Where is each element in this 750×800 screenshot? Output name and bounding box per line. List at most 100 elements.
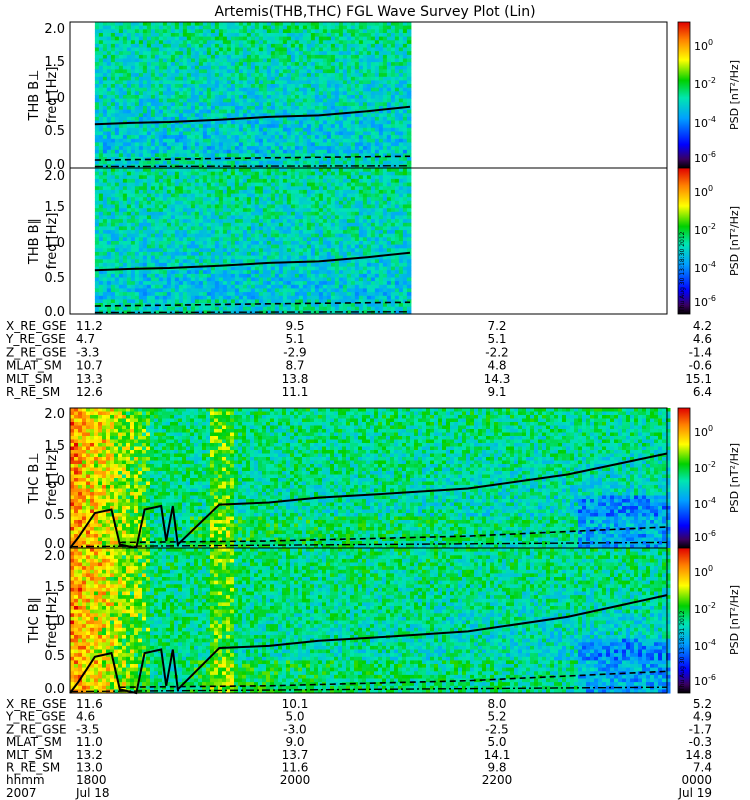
spectrogram-cell (314, 164, 320, 169)
spectrogram-cell (210, 124, 216, 129)
spectrogram-cell (206, 87, 212, 92)
spectrogram-cell (230, 146, 236, 151)
spectrogram-cell (246, 113, 252, 118)
spectrogram-cell (382, 62, 388, 67)
spectrogram-cell (94, 215, 100, 220)
spectrogram-cell (106, 146, 112, 151)
spectrogram-cell (182, 244, 188, 249)
spectrogram-cell (246, 73, 252, 78)
spectrogram-cell (378, 164, 384, 169)
spectrogram-cell (342, 91, 348, 96)
spectrogram-cell (186, 259, 192, 264)
spectrogram-cell (114, 87, 120, 92)
spectrogram-cell (130, 288, 136, 293)
spectrogram-cell (238, 251, 244, 257)
spectrogram-cell (154, 65, 160, 70)
spectrogram-cell (238, 149, 244, 154)
spectrogram-cell (190, 73, 196, 78)
spectrogram-cell (234, 160, 240, 165)
spectrogram-cell (294, 25, 300, 30)
spectrogram-cell (146, 43, 152, 49)
spectrogram-cell (282, 80, 288, 85)
spectrogram-cell (206, 138, 212, 143)
spectrogram-cell (262, 281, 268, 286)
spectrogram-cell (122, 51, 128, 56)
spectrogram-cell (122, 58, 128, 63)
spectrogram-cell (174, 186, 180, 191)
spectrogram-cell (166, 43, 172, 49)
spectrogram-cell (338, 146, 344, 151)
spectrogram-cell (310, 102, 316, 107)
spectrogram-cell (162, 106, 168, 111)
spectrogram-cell (166, 171, 172, 176)
spectrogram-cell (166, 277, 172, 282)
spectrogram-cell (202, 36, 208, 41)
spectrogram-cell (334, 146, 340, 151)
spectrogram-cell (194, 266, 200, 271)
spectrogram-cell (98, 87, 104, 92)
spectrogram-cell (190, 36, 196, 41)
spectrogram-cell (102, 204, 108, 209)
spectrogram-cell (110, 33, 116, 38)
spectrogram-cell (150, 149, 156, 154)
spectrogram-cell (242, 40, 248, 45)
spectrogram-cell (190, 106, 196, 111)
spectrogram-cell (242, 237, 248, 242)
spectrogram-cell (314, 131, 320, 136)
spectrogram-cell (162, 175, 168, 180)
spectrogram-cell (258, 204, 264, 209)
spectrogram-cell (226, 295, 232, 300)
spectrogram-cell (134, 270, 140, 275)
spectrogram-cell (334, 142, 340, 147)
spectrogram-cell (194, 87, 200, 92)
spectrogram-cell (174, 124, 180, 129)
spectrogram-cell (386, 138, 392, 143)
spectrogram-cell (150, 69, 156, 74)
spectrogram-cell (166, 116, 172, 122)
spectrogram-cell (110, 124, 116, 129)
spectrogram-cell (254, 299, 260, 304)
spectrogram-cell (162, 241, 168, 246)
spectrogram-cell (202, 80, 208, 85)
spectrogram-cell (110, 211, 116, 216)
spectrogram-cell (202, 299, 208, 304)
spectrogram-cell (254, 189, 260, 195)
spectrogram-cell (98, 91, 104, 96)
spectrogram-cell (118, 164, 124, 169)
spectrogram-cell (214, 84, 220, 89)
spectrogram-cell (250, 168, 256, 173)
spectrogram-cell (266, 186, 272, 191)
spectrogram-cell (110, 200, 116, 205)
spectrogram-cell (110, 255, 116, 260)
spectrogram-cell (326, 36, 332, 41)
spectrogram-cell (146, 168, 152, 173)
spectrogram-cell (218, 149, 224, 154)
spectrogram-cell (134, 22, 140, 27)
spectrogram-cell (254, 226, 260, 231)
spectrogram-cell (354, 135, 360, 140)
spectrogram-cell (330, 98, 336, 103)
spectrogram-cell (338, 149, 344, 154)
spectrogram-cell (338, 142, 344, 147)
spectrogram-cell (206, 146, 212, 151)
spectrogram-cell (210, 200, 216, 205)
spectrogram-cell (370, 160, 376, 165)
spectrogram-cell (262, 109, 268, 114)
spectrogram-cell (186, 138, 192, 143)
spectrogram-cell (278, 120, 284, 125)
spectrogram-cell (342, 149, 348, 154)
spectrogram-cell (342, 131, 348, 136)
spectrogram-cell (230, 138, 236, 143)
spectrogram-cell (122, 197, 128, 202)
spectrogram-cell (98, 273, 104, 279)
spectrogram-cell (94, 295, 100, 300)
spectrogram-cell (366, 84, 372, 89)
spectrogram-cell (106, 259, 112, 264)
spectrogram-cell (346, 91, 352, 96)
spectrogram-cell (102, 219, 108, 224)
spectrogram-cell (118, 215, 124, 220)
spectrogram-cell (254, 222, 260, 227)
spectrogram-cell (254, 160, 260, 165)
spectrogram-cell (146, 255, 152, 260)
spectrogram-cell (238, 204, 244, 209)
